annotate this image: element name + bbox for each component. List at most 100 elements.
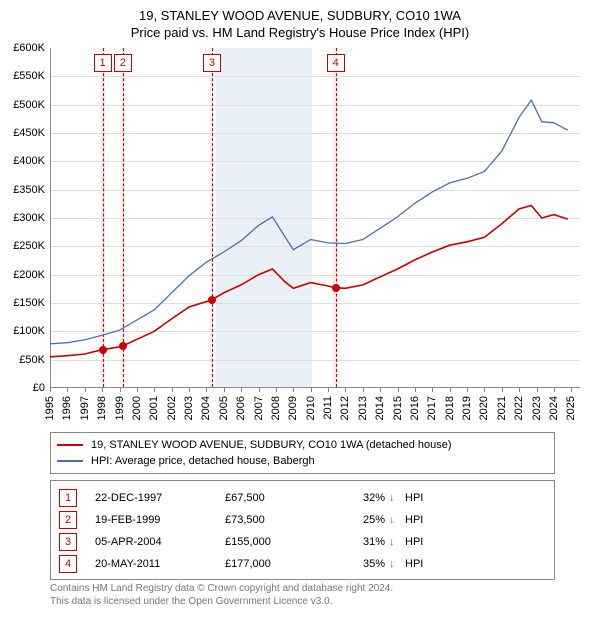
legend-label-hpi: HPI: Average price, detached house, Babe… bbox=[91, 455, 315, 467]
table-row: 4 20-MAY-2011 £177,000 35% ↓ HPI bbox=[59, 553, 546, 575]
legend-item-hpi: HPI: Average price, detached house, Babe… bbox=[57, 453, 548, 469]
x-tick bbox=[502, 388, 503, 392]
x-tick bbox=[432, 388, 433, 392]
transaction-pct: 31% bbox=[325, 536, 389, 548]
x-tick bbox=[189, 388, 190, 392]
marker-box-3: 3 bbox=[203, 54, 221, 72]
x-axis-label: 2016 bbox=[409, 396, 421, 420]
transaction-pct: 32% bbox=[325, 492, 389, 504]
x-axis-label: 2010 bbox=[305, 396, 317, 420]
x-tick bbox=[206, 388, 207, 392]
transaction-pct: 25% bbox=[325, 514, 389, 526]
transaction-marker-1: 1 bbox=[59, 489, 77, 507]
y-axis-label: £500K bbox=[0, 99, 45, 111]
x-axis-label: 2021 bbox=[496, 396, 508, 420]
y-axis-label: £150K bbox=[0, 297, 45, 309]
x-tick bbox=[537, 388, 538, 392]
x-axis-label: 2017 bbox=[426, 396, 438, 420]
legend-swatch-price-paid bbox=[57, 444, 83, 446]
x-tick bbox=[172, 388, 173, 392]
x-axis-label: 2019 bbox=[461, 396, 473, 420]
title-line-1: 19, STANLEY WOOD AVENUE, SUDBURY, CO10 1… bbox=[0, 0, 600, 23]
chart-svg bbox=[50, 48, 580, 388]
down-arrow-icon: ↓ bbox=[389, 536, 405, 548]
series-hpi bbox=[50, 100, 568, 344]
x-axis-label: 2004 bbox=[200, 396, 212, 420]
x-tick bbox=[363, 388, 364, 392]
table-row: 3 05-APR-2004 £155,000 31% ↓ HPI bbox=[59, 531, 546, 553]
marker-box-2: 2 bbox=[114, 54, 132, 72]
transaction-date: 20-MAY-2011 bbox=[95, 558, 225, 570]
x-tick bbox=[224, 388, 225, 392]
y-axis-label: £0 bbox=[0, 382, 45, 394]
down-arrow-icon: ↓ bbox=[389, 492, 405, 504]
x-axis-label: 2022 bbox=[513, 396, 525, 420]
x-tick bbox=[380, 388, 381, 392]
y-axis-label: £550K bbox=[0, 70, 45, 82]
x-tick bbox=[450, 388, 451, 392]
x-axis-label: 2001 bbox=[148, 396, 160, 420]
data-point bbox=[332, 284, 340, 292]
down-arrow-icon: ↓ bbox=[389, 558, 405, 570]
x-axis-label: 2000 bbox=[131, 396, 143, 420]
x-tick bbox=[328, 388, 329, 392]
x-tick bbox=[398, 388, 399, 392]
title-line-2: Price paid vs. HM Land Registry's House … bbox=[0, 23, 600, 40]
transaction-date: 19-FEB-1999 bbox=[95, 514, 225, 526]
x-tick bbox=[467, 388, 468, 392]
page-root: 19, STANLEY WOOD AVENUE, SUDBURY, CO10 1… bbox=[0, 0, 600, 620]
transactions-table: 1 22-DEC-1997 £67,500 32% ↓ HPI 2 19-FEB… bbox=[50, 480, 555, 580]
x-tick bbox=[50, 388, 51, 392]
y-axis-label: £450K bbox=[0, 127, 45, 139]
x-axis-label: 2007 bbox=[253, 396, 265, 420]
x-tick bbox=[259, 388, 260, 392]
x-tick bbox=[120, 388, 121, 392]
legend-item-price-paid: 19, STANLEY WOOD AVENUE, SUDBURY, CO10 1… bbox=[57, 437, 548, 453]
x-axis-label: 2012 bbox=[339, 396, 351, 420]
x-tick bbox=[241, 388, 242, 392]
footer-line-2: This data is licensed under the Open Gov… bbox=[50, 595, 570, 608]
x-tick bbox=[102, 388, 103, 392]
transaction-date: 22-DEC-1997 bbox=[95, 492, 225, 504]
footer-line-1: Contains HM Land Registry data © Crown c… bbox=[50, 582, 570, 595]
y-axis-label: £600K bbox=[0, 42, 45, 54]
down-arrow-icon: ↓ bbox=[389, 514, 405, 526]
x-axis-label: 1999 bbox=[114, 396, 126, 420]
y-axis-label: £300K bbox=[0, 212, 45, 224]
y-axis-label: £350K bbox=[0, 184, 45, 196]
transaction-marker-2: 2 bbox=[59, 511, 77, 529]
transaction-price: £67,500 bbox=[225, 492, 325, 504]
x-axis-label: 2020 bbox=[478, 396, 490, 420]
table-row: 1 22-DEC-1997 £67,500 32% ↓ HPI bbox=[59, 487, 546, 509]
x-axis-label: 1998 bbox=[96, 396, 108, 420]
x-axis-label: 2006 bbox=[235, 396, 247, 420]
transaction-date: 05-APR-2004 bbox=[95, 536, 225, 548]
x-tick bbox=[311, 388, 312, 392]
transaction-hpi-label: HPI bbox=[405, 492, 423, 504]
data-point bbox=[208, 296, 216, 304]
transaction-marker-3: 3 bbox=[59, 533, 77, 551]
x-tick bbox=[519, 388, 520, 392]
transaction-hpi-label: HPI bbox=[405, 514, 423, 526]
y-axis-label: £400K bbox=[0, 155, 45, 167]
x-axis-label: 1996 bbox=[61, 396, 73, 420]
x-axis-label: 1997 bbox=[79, 396, 91, 420]
x-tick bbox=[484, 388, 485, 392]
x-axis-label: 2023 bbox=[531, 396, 543, 420]
x-axis-label: 1995 bbox=[44, 396, 56, 420]
x-axis-label: 2015 bbox=[392, 396, 404, 420]
x-tick bbox=[345, 388, 346, 392]
x-axis-label: 2002 bbox=[166, 396, 178, 420]
x-axis-label: 2008 bbox=[270, 396, 282, 420]
chart: 1234 £0£50K£100K£150K£200K£250K£300K£350… bbox=[50, 48, 580, 388]
x-axis-label: 2018 bbox=[444, 396, 456, 420]
transaction-hpi-label: HPI bbox=[405, 558, 423, 570]
series-price_paid bbox=[50, 206, 568, 357]
legend-label-price-paid: 19, STANLEY WOOD AVENUE, SUDBURY, CO10 1… bbox=[91, 439, 452, 451]
y-axis-label: £100K bbox=[0, 325, 45, 337]
x-tick bbox=[415, 388, 416, 392]
y-axis-label: £200K bbox=[0, 269, 45, 281]
x-axis-label: 2024 bbox=[548, 396, 560, 420]
x-axis-label: 2025 bbox=[565, 396, 577, 420]
transaction-price: £155,000 bbox=[225, 536, 325, 548]
